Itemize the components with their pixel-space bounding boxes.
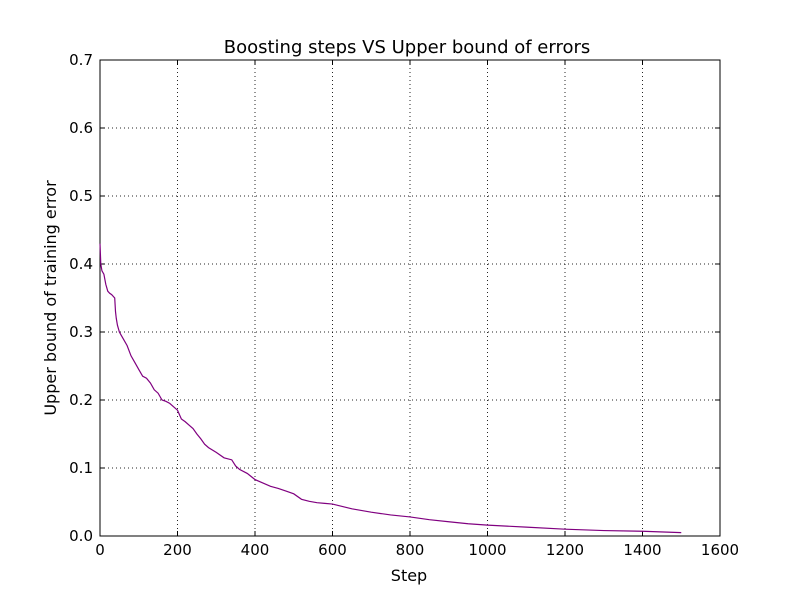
y-tick-label: 0.7 (69, 51, 93, 69)
x-axis-label: Step (391, 566, 427, 585)
x-tick-label: 800 (396, 541, 425, 559)
y-tick-label: 0.1 (69, 459, 93, 477)
y-tick-label: 0.2 (69, 391, 93, 409)
x-tick-label: 1200 (546, 541, 584, 559)
x-tick-label: 600 (318, 541, 347, 559)
y-tick-label: 0.3 (69, 323, 93, 341)
x-tick-label: 0 (95, 541, 105, 559)
x-tick-label: 400 (241, 541, 270, 559)
y-axis-label: Upper bound of training error (41, 180, 60, 416)
x-tick-label: 200 (163, 541, 192, 559)
x-tick-label: 1000 (468, 541, 506, 559)
axis-ticks: 0 200 400 600 800 1000 1200 1400 1600 0.0 0.1 0.2 0.… (69, 51, 739, 559)
y-tick-label: 0.0 (69, 527, 93, 545)
x-tick-label: 1600 (701, 541, 739, 559)
y-tick-label: 0.6 (69, 119, 93, 137)
chart-title: Boosting steps VS Upper bound of errors (224, 37, 591, 58)
series-line (99, 243, 682, 534)
y-tick-label: 0.5 (69, 187, 93, 205)
y-tick-label: 0.4 (69, 255, 93, 273)
x-tick-label: 1400 (623, 541, 661, 559)
grid (100, 60, 720, 536)
